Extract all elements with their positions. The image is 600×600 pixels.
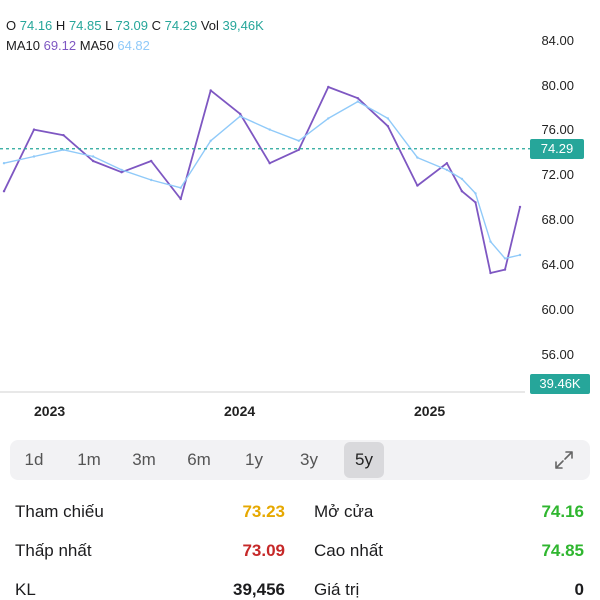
ma10-point — [445, 162, 449, 165]
ma10-value: 69.12 — [43, 38, 77, 53]
ma10-point — [209, 89, 212, 92]
ma10-point — [62, 134, 65, 137]
y-tick-label: 76.00 — [541, 122, 574, 137]
ohlc-readout: O 74.16 H 74.85 L 73.09 C 74.29 Vol 39,4… — [6, 18, 264, 33]
ma10-point — [489, 271, 492, 275]
volume-stat-label: KL — [15, 580, 36, 599]
range-tab-5y[interactable]: 5y — [344, 442, 384, 478]
ma50-point — [150, 178, 153, 182]
close-label: C — [151, 18, 162, 33]
ma10-point — [179, 197, 182, 201]
y-tick-label: 56.00 — [541, 347, 574, 362]
ma50-label: MA50 — [79, 38, 114, 53]
y-tick-label: 80.00 — [541, 78, 574, 93]
ma10-point — [297, 148, 300, 151]
ma10-point — [518, 205, 522, 209]
y-tick-label: 60.00 — [541, 302, 574, 317]
x-tick-label: 2024 — [224, 403, 256, 419]
ma50-point — [386, 117, 390, 120]
ma50-point — [268, 128, 271, 131]
ma10-point — [416, 184, 419, 187]
ma50-point — [239, 115, 242, 118]
ma10-point — [460, 190, 464, 193]
ma50-point — [460, 177, 464, 181]
chart-canvas[interactable] — [0, 0, 600, 430]
ref-price-label: Tham chiếu — [15, 502, 104, 521]
open-label: O — [6, 18, 17, 33]
high-price-label: Cao nhất — [314, 541, 383, 560]
volume-label: Vol — [200, 18, 219, 33]
ma50-point — [120, 168, 123, 172]
x-tick-label: 2025 — [414, 403, 446, 419]
low-price-value: 73.09 — [242, 541, 285, 560]
ma10-point — [386, 125, 390, 128]
y-tick-label: 84.00 — [541, 33, 574, 48]
high-value: 74.85 — [68, 18, 102, 33]
y-tick-label: 64.00 — [541, 257, 574, 272]
expand-icon[interactable] — [552, 448, 576, 472]
ma10-point — [327, 85, 330, 89]
high-price-value: 74.85 — [541, 541, 584, 560]
ma50-point — [91, 155, 95, 158]
ref-price-value: 73.23 — [242, 502, 285, 521]
ma50-value: 64.82 — [117, 38, 150, 53]
range-tab-1y[interactable]: 1y — [245, 450, 263, 469]
high-label: H — [55, 18, 66, 33]
range-tab-3y[interactable]: 3y — [300, 450, 318, 469]
range-tab-1d[interactable]: 1d — [24, 450, 44, 469]
ma10-point — [2, 190, 6, 193]
trade-value-label: Giá trị — [314, 580, 360, 599]
ma50-point — [356, 100, 359, 103]
ma10-point — [239, 112, 242, 116]
low-label: L — [105, 18, 112, 33]
ma50-point — [416, 156, 419, 159]
low-price-label: Thấp nhất — [15, 541, 92, 560]
trade-value-value: 0 — [574, 580, 584, 599]
ma50-point — [32, 155, 36, 158]
x-tick-label: 2023 — [34, 403, 66, 419]
ma10-point — [474, 201, 477, 204]
open-value: 74.16 — [19, 18, 53, 33]
ma50-point — [503, 257, 507, 260]
low-value: 73.09 — [115, 18, 149, 33]
ma50-point — [327, 117, 330, 120]
range-tab-3m[interactable]: 3m — [132, 450, 156, 469]
price-chart[interactable]: O 74.16 H 74.85 L 73.09 C 74.29 Vol 39,4… — [0, 0, 600, 430]
y-tick-label: 72.00 — [541, 167, 574, 182]
current-price-tag: 74.29 — [530, 139, 584, 159]
range-selector: 1d 1m 3m 6m 1y 3y 5y — [10, 440, 590, 480]
ma50-line — [3, 100, 521, 260]
ma50-point — [2, 162, 6, 165]
ma10-point — [32, 128, 36, 131]
ma10-point — [120, 171, 123, 174]
ma50-point — [445, 168, 449, 172]
ma10-label: MA10 — [6, 38, 40, 53]
volume-tag: 39.46K — [530, 374, 590, 394]
y-tick-label: 68.00 — [541, 212, 574, 227]
ma50-point — [474, 192, 477, 195]
ma10-point — [91, 159, 95, 163]
ma50-point — [518, 253, 522, 257]
ma10-point — [356, 97, 359, 100]
ma10-line — [3, 86, 521, 274]
open-price-label: Mở cửa — [314, 502, 374, 521]
volume-stat-value: 39,456 — [233, 580, 285, 599]
range-tab-1m[interactable]: 1m — [77, 450, 101, 469]
ma10-point — [150, 159, 153, 163]
ma10-point — [503, 268, 507, 271]
ma-readout: MA10 69.12 MA50 64.82 — [6, 38, 150, 53]
ma10-point — [268, 162, 271, 165]
open-price-value: 74.16 — [541, 502, 584, 521]
ma50-point — [179, 186, 182, 189]
ma50-point — [209, 139, 212, 142]
close-value: 74.29 — [164, 18, 198, 33]
volume-value: 39,46K — [222, 18, 264, 33]
range-tab-6m[interactable]: 6m — [187, 450, 211, 469]
ma50-point — [297, 139, 300, 142]
ma50-point — [489, 240, 492, 243]
